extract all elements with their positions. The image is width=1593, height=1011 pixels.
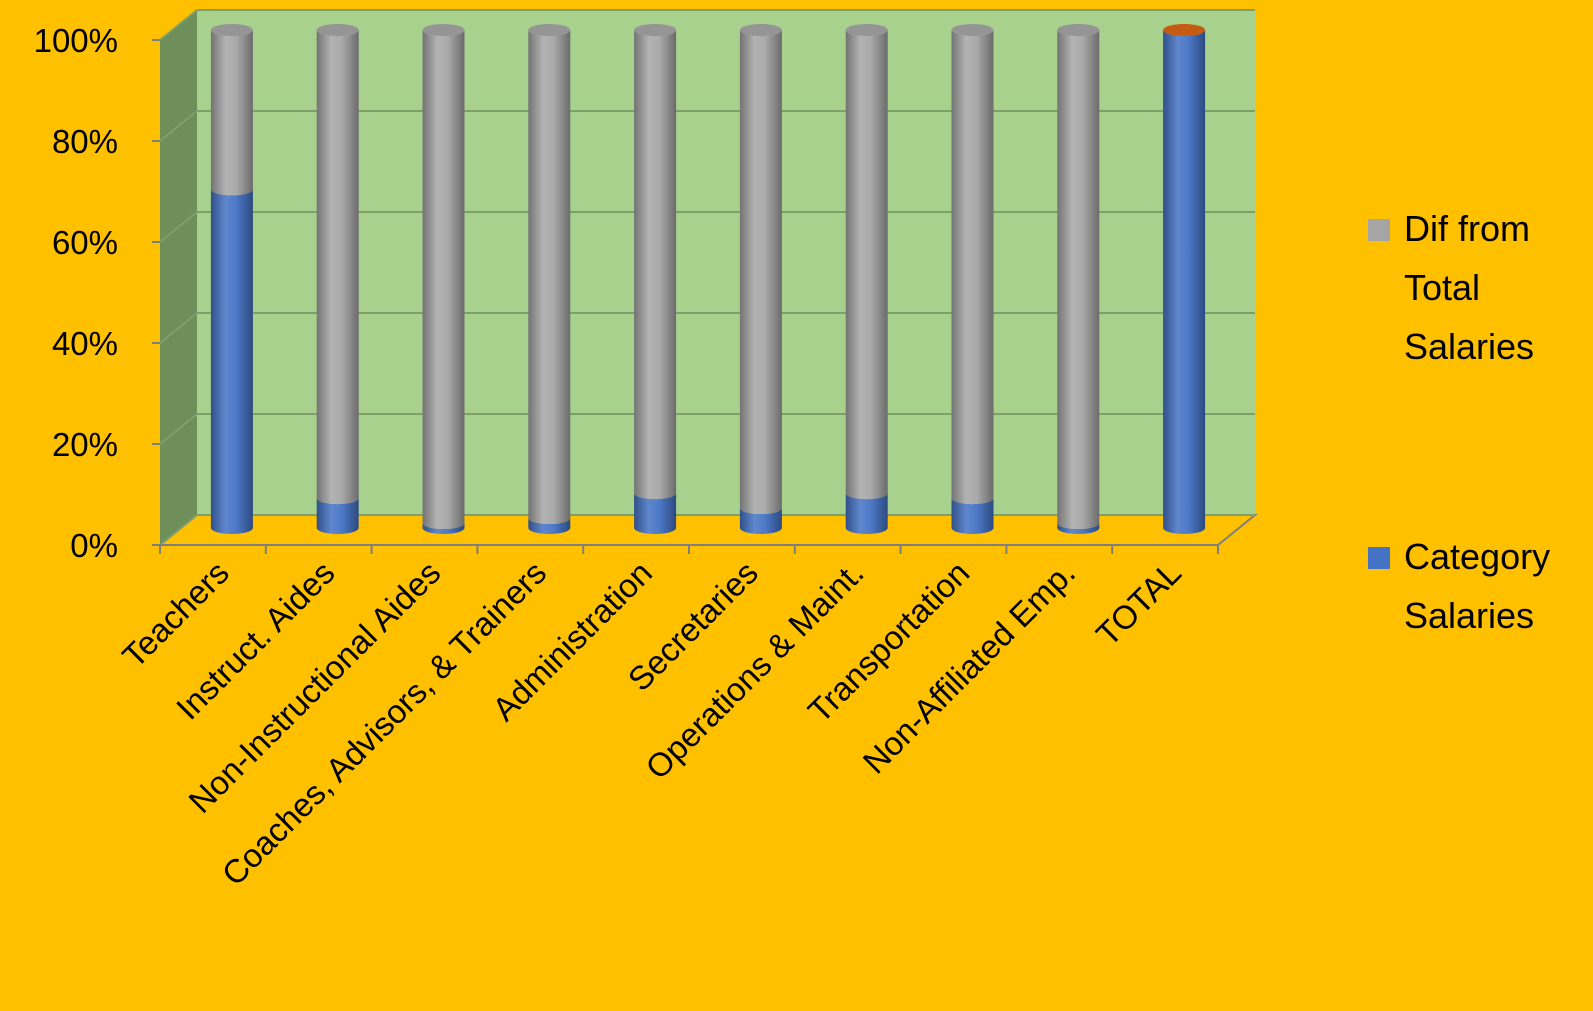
bar-segment-dif-from-total-salaries [845,30,888,500]
bars [210,24,1206,535]
y-tick-label: 60% [52,224,118,261]
category-label: TOTAL [1089,554,1188,653]
bar-4 [634,24,677,534]
bar-segment-dif-from-total-salaries [210,30,253,196]
gridline [159,110,1255,142]
bar-segment-category-salaries [210,189,253,535]
bar-9 [1163,24,1206,534]
bar-segment-category-salaries [845,493,888,534]
legend-swatch-dif-from-total [1368,219,1390,241]
bar-cap [528,24,571,36]
bar-cap [316,24,359,36]
x-axis [159,544,1219,554]
gridline [159,312,1255,344]
bar-segment-dif-from-total-salaries [422,30,465,530]
bar-0 [210,24,253,535]
y-tick-label: 20% [52,426,118,463]
legend-label-line: Dif from [1404,208,1530,249]
bar-segment-dif-from-total-salaries [951,30,994,505]
bar-5 [739,24,782,534]
bar-cap [422,24,465,36]
y-tick-label: 0% [70,527,118,564]
gridlines [159,9,1255,546]
bar-segment-dif-from-total-salaries [739,30,782,515]
bar-segment-category-salaries [951,498,994,534]
bar-1 [316,24,359,534]
y-tick-label: 80% [52,123,118,160]
legend-label-line: Salaries [1404,326,1535,367]
legend-label-line: Salaries [1404,595,1535,636]
bar-segment-category-salaries [739,508,782,534]
plot-side-wall [160,10,197,545]
bar-segment-category-salaries [1057,523,1100,534]
bar-cap [210,24,253,36]
gridline [159,211,1255,243]
legend-swatch-category-salaries [1368,547,1390,569]
bar-cap [1057,24,1100,36]
y-tick-label: 100% [34,22,118,59]
legend-label-line: Total [1404,267,1481,308]
bar-segment-category-salaries [316,498,359,534]
bar-3 [528,24,571,534]
legend-label-category-salaries: Category Salaries [1404,527,1593,645]
bar-cap [634,24,677,36]
bar-2 [422,24,465,534]
bar-cap [951,24,994,36]
y-tick-label: 40% [52,325,118,362]
category-label: Non-Affiliated Emp. [855,554,1082,781]
bar-cap [845,24,888,36]
bar-segment-dif-from-total-salaries [316,30,359,505]
bar-cap [1163,24,1206,36]
bar-segment-dif-from-total-salaries [528,30,571,525]
gridline [159,413,1255,445]
legend-label-dif-from-total: Dif from Total Salaries [1404,199,1593,376]
bar-7 [951,24,994,534]
y-axis-ticks: 0% 20% 40% 60% 80% 100% [34,22,160,564]
gridline [159,514,1255,546]
legend-label-line: Category [1404,536,1551,577]
bar-8 [1057,24,1100,534]
bar-segment-category-salaries [422,523,465,534]
bar-6 [845,24,888,534]
bar-segment-category-salaries [528,518,571,534]
bar-segment-category-salaries [634,493,677,534]
gridline [159,9,1255,41]
bar-cap [739,24,782,36]
bar-segment-dif-from-total-salaries [1057,30,1100,530]
bar-segment-category-salaries [1163,30,1206,534]
bar-segment-dif-from-total-salaries [634,30,677,500]
